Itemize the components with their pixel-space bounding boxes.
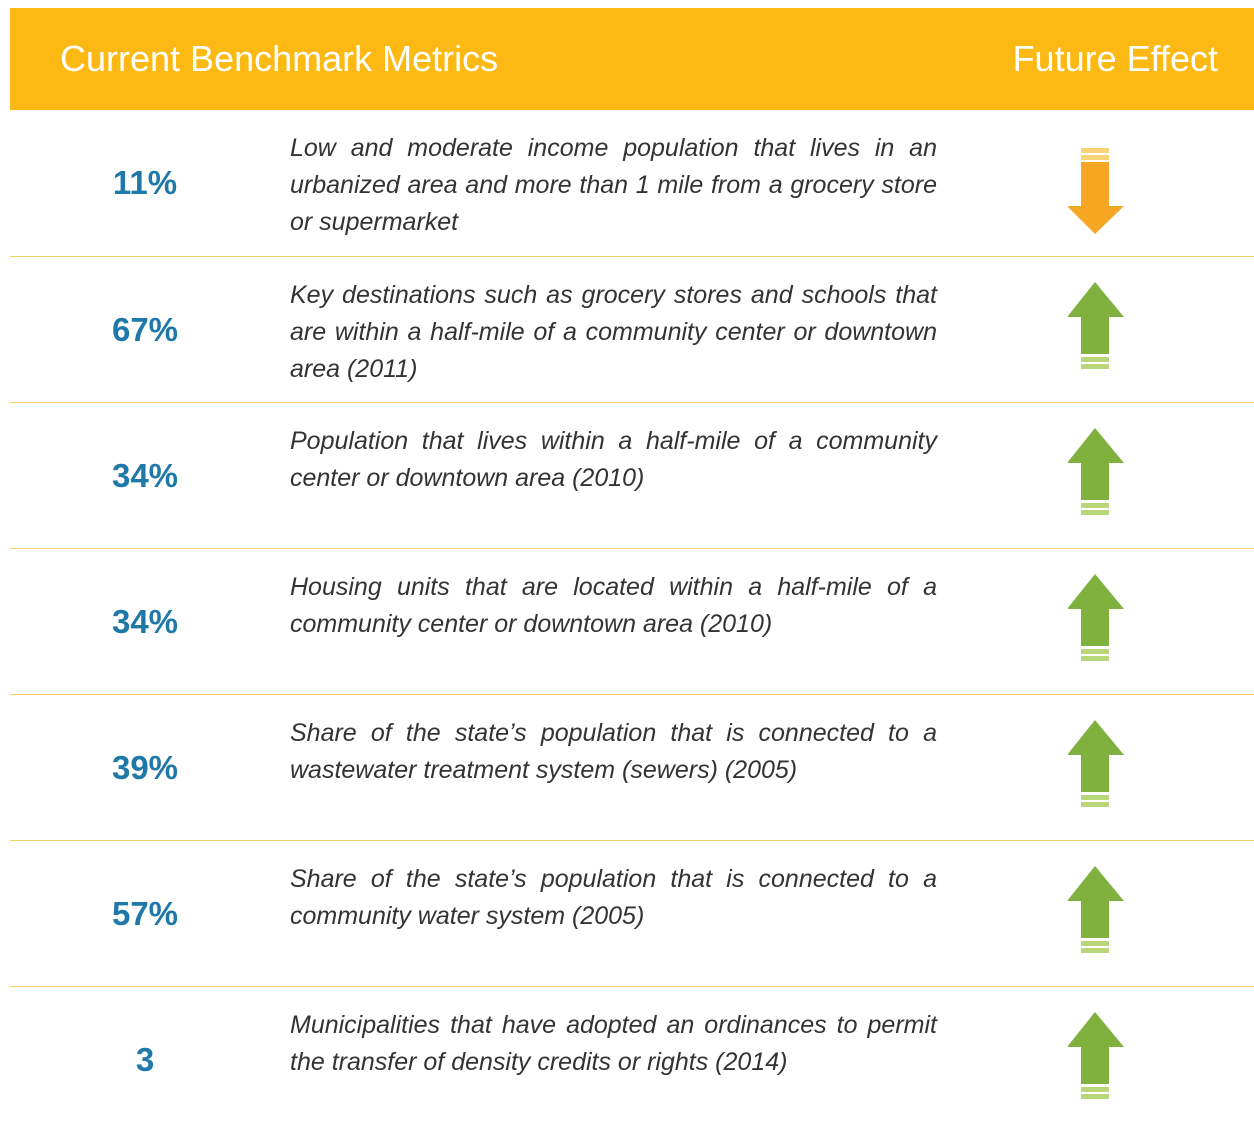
- arrow-stripe: [1081, 357, 1109, 362]
- metric: 57%: [111, 895, 179, 932]
- arrow-stripe: [1081, 649, 1109, 654]
- arrow-body: [1068, 574, 1124, 646]
- description: Low and moderate income population that …: [290, 134, 937, 236]
- arrow-stripe: [1081, 510, 1109, 515]
- arrow-stripe: [1081, 795, 1109, 800]
- description: Housing units that are located within a …: [290, 573, 937, 638]
- arrow-stripe: [1081, 155, 1109, 160]
- row: 34% Population that lives within a half-m…: [10, 402, 1254, 549]
- header-left: Current Benchmark Metrics: [60, 38, 499, 79]
- description: Share of the state’s population that is …: [290, 865, 937, 930]
- arrow-body: [1068, 282, 1124, 354]
- row: 67% Key destinations such as grocery stor…: [10, 256, 1254, 403]
- row: 3 Municipalities that have adopted an ord…: [10, 986, 1254, 1133]
- arrow: [1068, 1012, 1124, 1099]
- metric: 34%: [111, 603, 179, 640]
- arrow-stripe: [1081, 1087, 1109, 1092]
- header: Current Benchmark Metrics Future Effect: [10, 8, 1254, 110]
- arrow-stripe: [1081, 1094, 1109, 1099]
- description: Key destinations such as grocery stores …: [290, 281, 937, 383]
- arrow: [1068, 282, 1124, 369]
- arrow-stripe: [1081, 148, 1109, 153]
- header-right: Future Effect: [1012, 38, 1218, 79]
- arrow-stripe: [1081, 364, 1109, 369]
- arrow-body: [1068, 1012, 1124, 1084]
- row: 57% Share of the state’s population that …: [10, 840, 1254, 987]
- arrow: [1068, 428, 1124, 515]
- arrow-stripe: [1081, 941, 1109, 946]
- metric: 34%: [111, 457, 179, 494]
- arrow: [1068, 720, 1124, 807]
- arrow: [1068, 574, 1124, 661]
- row: 34% Housing units that are located within…: [10, 548, 1254, 695]
- metric: 39%: [111, 749, 179, 786]
- arrow-body: [1068, 866, 1124, 938]
- description: Population that lives within a half-mile…: [290, 427, 937, 492]
- arrow-stripe: [1081, 656, 1109, 661]
- row: 39% Share of the state’s population that …: [10, 694, 1254, 841]
- metric: 3: [135, 1041, 155, 1078]
- arrow: [1068, 866, 1124, 953]
- row: 11% Low and moderate income population th…: [10, 110, 1254, 256]
- metric: 67%: [111, 311, 179, 348]
- arrow-stripe: [1081, 948, 1109, 953]
- arrow-body: [1068, 720, 1124, 792]
- arrow-stripe: [1081, 503, 1109, 508]
- arrow-body: [1068, 162, 1124, 234]
- metric: 11%: [112, 164, 178, 201]
- description: Share of the state’s population that is …: [290, 719, 937, 784]
- description: Municipalities that have adopted an ordi…: [290, 1011, 937, 1076]
- arrow-body: [1068, 428, 1124, 500]
- arrow: [1068, 148, 1124, 234]
- arrow-stripe: [1081, 802, 1109, 807]
